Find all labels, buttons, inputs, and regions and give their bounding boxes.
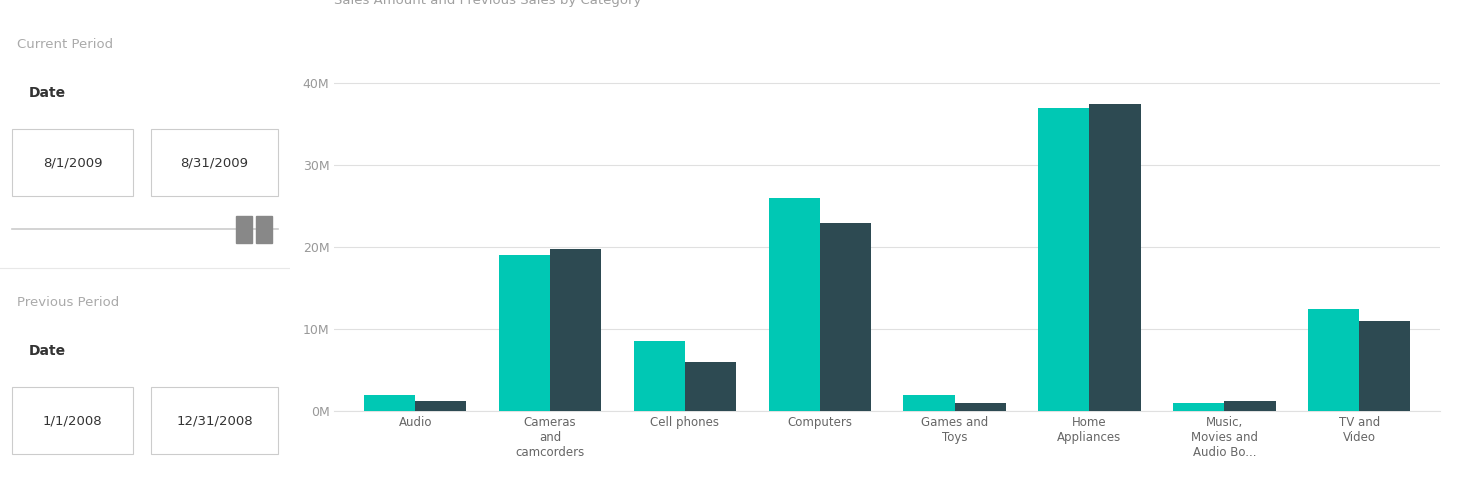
- Bar: [415, 401, 467, 411]
- FancyBboxPatch shape: [151, 129, 278, 196]
- Bar: [363, 395, 415, 411]
- Bar: [634, 341, 685, 411]
- Text: 8/1/2009: 8/1/2009: [43, 156, 102, 169]
- FancyBboxPatch shape: [12, 387, 133, 454]
- Text: Previous Period: Previous Period: [18, 296, 120, 309]
- Bar: [1309, 309, 1359, 411]
- Text: Current Period: Current Period: [18, 38, 114, 51]
- Bar: [685, 362, 736, 411]
- Bar: [256, 217, 272, 243]
- FancyBboxPatch shape: [12, 129, 133, 196]
- Bar: [954, 403, 1006, 411]
- Bar: [1090, 104, 1140, 411]
- Bar: [1224, 401, 1276, 411]
- Text: 8/31/2009: 8/31/2009: [180, 156, 248, 169]
- Bar: [904, 395, 954, 411]
- Bar: [768, 198, 820, 411]
- Text: Date: Date: [30, 344, 66, 358]
- Bar: [549, 249, 601, 411]
- Bar: [1173, 403, 1224, 411]
- Bar: [1038, 108, 1090, 411]
- Text: Sales Amount and Previous Sales by Category: Sales Amount and Previous Sales by Categ…: [334, 0, 641, 8]
- FancyBboxPatch shape: [151, 387, 278, 454]
- Bar: [820, 223, 871, 411]
- Bar: [236, 217, 253, 243]
- Text: 1/1/2008: 1/1/2008: [43, 414, 102, 427]
- Bar: [1359, 321, 1411, 411]
- Text: 12/31/2008: 12/31/2008: [176, 414, 253, 427]
- Bar: [499, 255, 549, 411]
- Text: Date: Date: [30, 86, 66, 100]
